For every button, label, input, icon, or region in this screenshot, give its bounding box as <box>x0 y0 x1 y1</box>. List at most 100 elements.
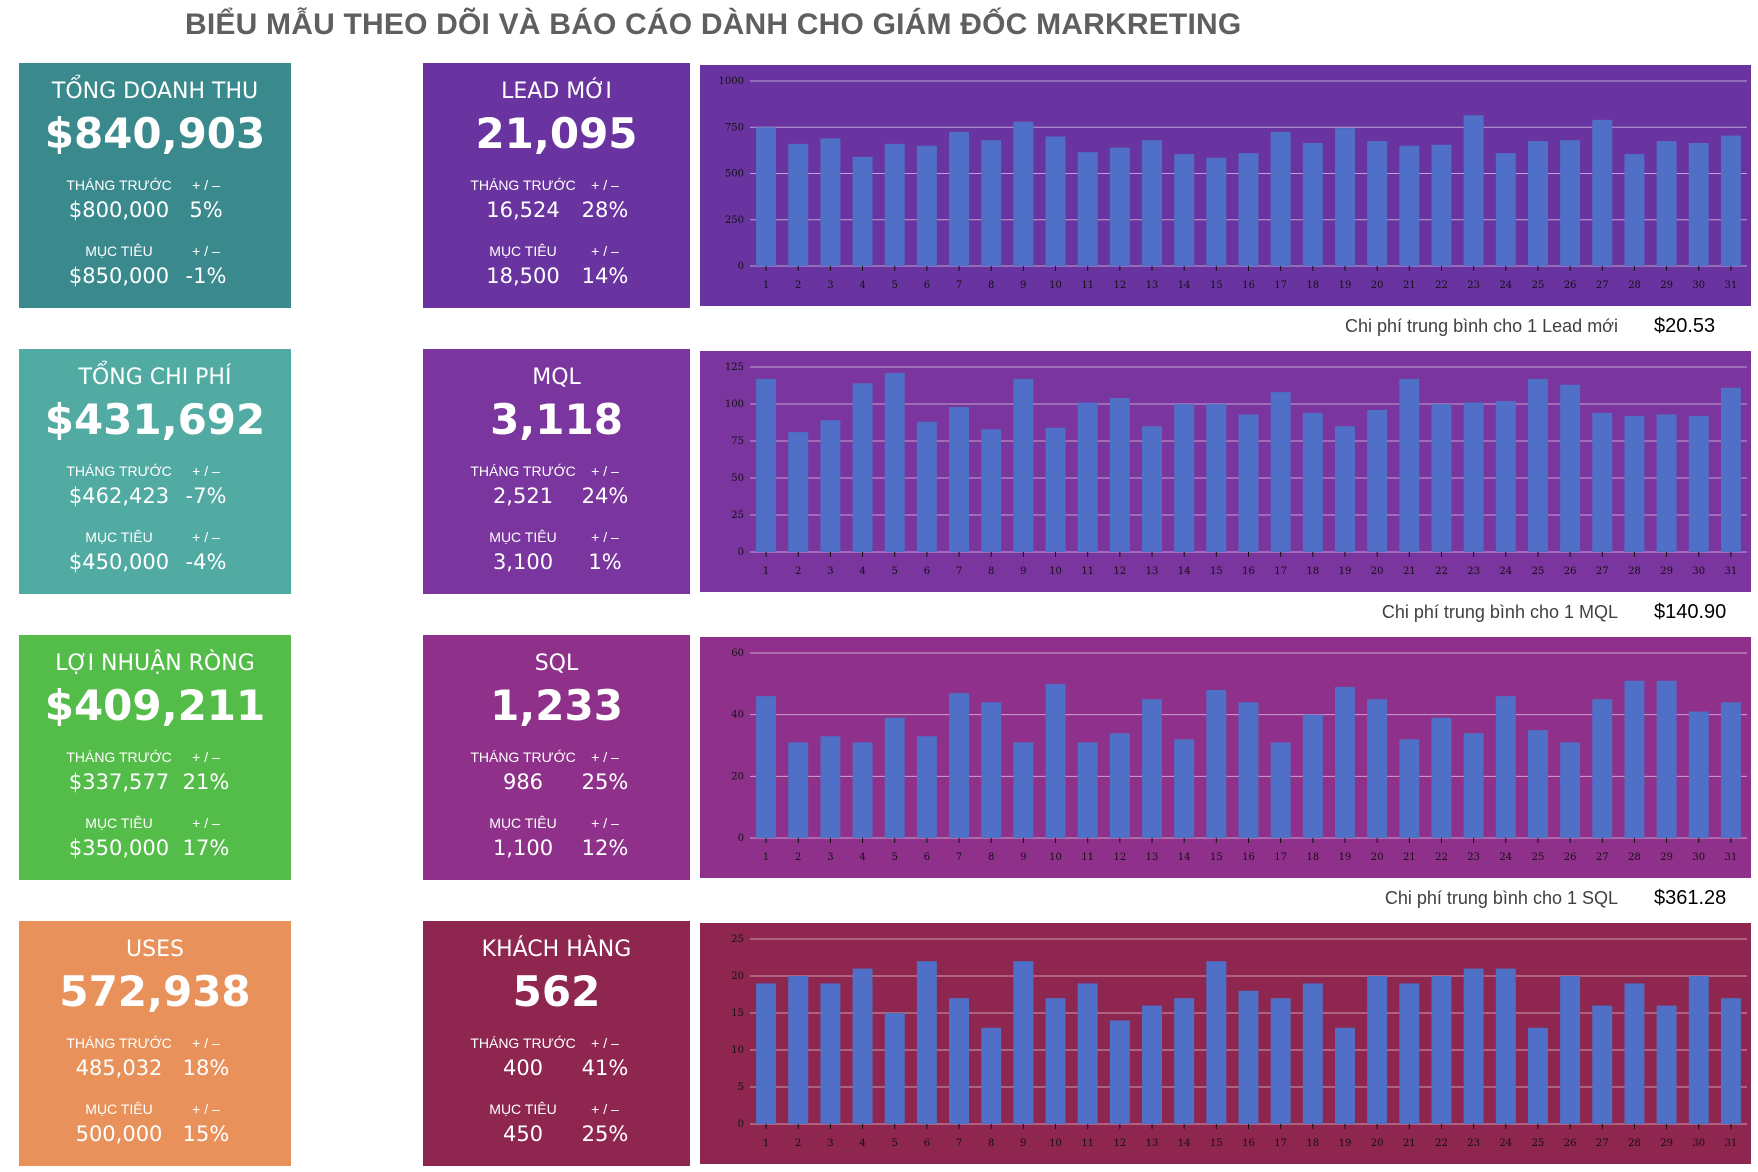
y-tick-label: 250 <box>725 215 744 226</box>
bar <box>1077 742 1098 838</box>
bar <box>1174 154 1195 266</box>
card-value: 562 <box>512 967 601 1016</box>
x-tick-label: 4 <box>859 566 865 577</box>
x-tick-label: 16 <box>1242 280 1255 291</box>
bar <box>1527 730 1548 838</box>
prev-label: THÁNG TRƯỚC <box>470 749 576 765</box>
x-tick-label: 28 <box>1628 1138 1641 1149</box>
prev-label: THÁNG TRƯỚC <box>66 177 172 193</box>
bar <box>1206 404 1227 552</box>
bar <box>981 140 1002 266</box>
x-tick-label: 11 <box>1081 1138 1094 1149</box>
x-tick-label: 29 <box>1660 280 1673 291</box>
x-tick-label: 2 <box>795 280 801 291</box>
x-tick-label: 10 <box>1049 852 1062 863</box>
x-tick-label: 22 <box>1435 852 1448 863</box>
bar <box>1560 976 1581 1124</box>
card-title: USES <box>126 937 184 962</box>
x-tick-label: 1 <box>763 280 769 291</box>
x-tick-label: 16 <box>1242 566 1255 577</box>
y-tick-label: 1000 <box>719 76 744 87</box>
card-value: 21,095 <box>475 109 638 158</box>
target-label: MỤC TIÊU <box>489 815 557 831</box>
x-tick-label: 12 <box>1113 280 1126 291</box>
bar <box>1367 976 1388 1124</box>
bar <box>1495 696 1516 838</box>
x-tick-label: 27 <box>1596 1138 1609 1149</box>
y-tick-label: 50 <box>731 473 744 484</box>
bar <box>1367 409 1388 552</box>
card-value: 3,118 <box>490 395 623 444</box>
bar <box>1045 998 1066 1124</box>
bar <box>1656 414 1677 552</box>
x-tick-label: 20 <box>1371 852 1384 863</box>
bar <box>1656 680 1677 838</box>
target-change-value: 1% <box>588 550 622 574</box>
x-tick-label: 30 <box>1692 566 1705 577</box>
x-tick-label: 9 <box>1020 1138 1026 1149</box>
x-tick-label: 12 <box>1113 852 1126 863</box>
bar <box>1495 153 1516 266</box>
target-change-value: 12% <box>581 836 629 860</box>
x-tick-label: 28 <box>1628 566 1641 577</box>
funnel-card: LEAD MỚI 21,095 THÁNG TRƯỚC 16,524 + / – 28% M… <box>423 63 690 308</box>
bar <box>1142 426 1162 552</box>
x-tick-label: 5 <box>892 280 898 291</box>
x-tick-label: 3 <box>827 280 833 291</box>
target-change-value: -1% <box>185 264 227 288</box>
prev-change-value: 25% <box>581 770 629 794</box>
x-tick-label: 12 <box>1113 1138 1126 1149</box>
bar <box>981 702 1002 838</box>
bar <box>1399 145 1420 266</box>
x-tick-label: 8 <box>988 1138 994 1149</box>
y-tick-label: 25 <box>731 934 744 945</box>
bar <box>1045 683 1066 838</box>
prev-value: 986 <box>502 770 544 794</box>
bar <box>1142 140 1162 266</box>
x-tick-label: 30 <box>1692 852 1705 863</box>
x-tick-label: 14 <box>1178 1138 1191 1149</box>
bar <box>1077 402 1098 552</box>
x-tick-label: 10 <box>1049 1138 1062 1149</box>
bar <box>852 383 873 552</box>
bar <box>1592 119 1613 266</box>
target-label: MỤC TIÊU <box>85 243 153 259</box>
bar-chart: 0 5 10 15 20 25 1 2 3 4 5 6 7 8 9 10 11 12 13 14 15 16 17 18 19 2… <box>698 921 1753 1166</box>
target-change-label: + / – <box>591 815 619 831</box>
bar <box>1238 702 1259 838</box>
bar <box>1045 136 1066 266</box>
bar <box>788 976 809 1124</box>
target-label: MỤC TIÊU <box>85 815 153 831</box>
bar <box>949 693 970 838</box>
y-tick-label: 20 <box>731 771 744 782</box>
x-tick-label: 4 <box>859 852 865 863</box>
prev-change-label: + / – <box>192 1035 220 1051</box>
bar <box>1527 1027 1548 1124</box>
bar <box>1238 414 1259 552</box>
target-value: $850,000 <box>68 264 170 288</box>
y-tick-label: 15 <box>731 1008 744 1019</box>
x-tick-label: 18 <box>1306 852 1319 863</box>
x-tick-label: 29 <box>1660 852 1673 863</box>
y-tick-label: 100 <box>725 399 744 410</box>
bar <box>949 131 970 266</box>
x-tick-label: 11 <box>1081 852 1094 863</box>
x-tick-label: 24 <box>1499 280 1512 291</box>
bar <box>1206 690 1227 838</box>
bar <box>884 372 905 552</box>
bar <box>916 961 937 1124</box>
x-tick-label: 21 <box>1403 566 1416 577</box>
bar <box>756 696 777 838</box>
bar <box>1688 711 1709 838</box>
prev-value: $337,577 <box>68 770 170 794</box>
target-label: MỤC TIÊU <box>85 1101 153 1117</box>
x-tick-label: 19 <box>1339 566 1352 577</box>
bar <box>1174 998 1195 1124</box>
x-tick-label: 2 <box>795 566 801 577</box>
kpi-card: TỔNG CHI PHÍ $431,692 THÁNG TRƯỚC $462,423 +… <box>19 349 291 594</box>
x-tick-label: 27 <box>1596 852 1609 863</box>
x-tick-label: 26 <box>1564 280 1577 291</box>
prev-change-label: + / – <box>591 749 619 765</box>
